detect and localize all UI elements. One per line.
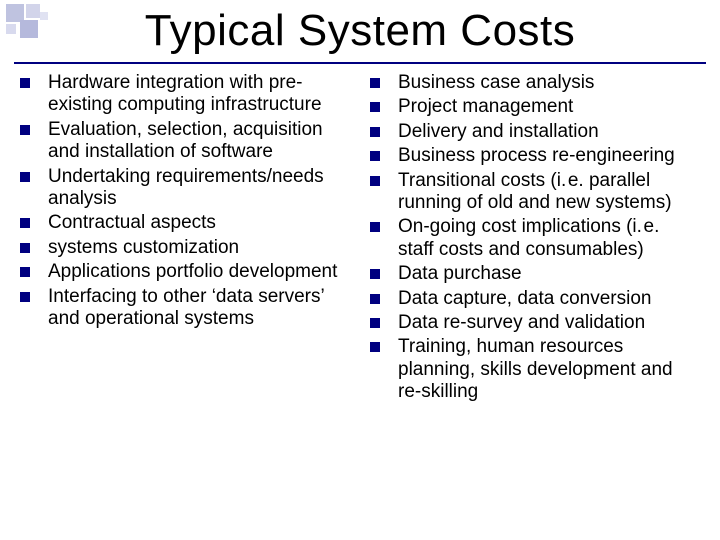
square-bullet-icon — [370, 269, 380, 279]
square-bullet-icon — [370, 127, 380, 137]
right-column: Business case analysisProject management… — [370, 72, 700, 406]
list-item: Training, human resources planning, skil… — [370, 336, 700, 403]
list-item: On-going cost implications (i. e. staff … — [370, 216, 700, 261]
list-item: Hardware integration with pre-existing c… — [20, 72, 350, 117]
square-bullet-icon — [370, 176, 380, 186]
list-item: Interfacing to other ‘data servers’ and … — [20, 286, 350, 331]
list-item-text: Data re-survey and validation — [398, 312, 700, 334]
list-item: Data purchase — [370, 263, 700, 285]
square-bullet-icon — [20, 292, 30, 302]
list-item: Project management — [370, 96, 700, 118]
list-item-text: Hardware integration with pre-existing c… — [48, 72, 350, 117]
list-item-text: Undertaking requirements/needs analysis — [48, 166, 350, 211]
list-item-text: Data capture, data conversion — [398, 288, 700, 310]
list-item: Evaluation, selection, acquisition and i… — [20, 119, 350, 164]
content-columns: Hardware integration with pre-existing c… — [20, 72, 700, 406]
slide: Typical System Costs Hardware integratio… — [0, 0, 720, 540]
list-item: Data re-survey and validation — [370, 312, 700, 334]
list-item: Contractual aspects — [20, 212, 350, 234]
list-item-text: systems customization — [48, 237, 350, 259]
square-bullet-icon — [20, 125, 30, 135]
slide-title: Typical System Costs — [0, 6, 720, 56]
list-item-text: Interfacing to other ‘data servers’ and … — [48, 286, 350, 331]
list-item-text: Evaluation, selection, acquisition and i… — [48, 119, 350, 164]
list-item-text: Delivery and installation — [398, 121, 700, 143]
list-item: Delivery and installation — [370, 121, 700, 143]
square-bullet-icon — [370, 318, 380, 328]
list-item: Business process re-engineering — [370, 145, 700, 167]
square-bullet-icon — [370, 102, 380, 112]
square-bullet-icon — [20, 218, 30, 228]
list-item-text: Business case analysis — [398, 72, 700, 94]
list-item-text: Training, human resources planning, skil… — [398, 336, 700, 403]
title-underline — [14, 62, 706, 64]
list-item: Data capture, data conversion — [370, 288, 700, 310]
square-bullet-icon — [370, 222, 380, 232]
list-item-text: On-going cost implications (i. e. staff … — [398, 216, 700, 261]
list-item-text: Contractual aspects — [48, 212, 350, 234]
list-item: Transitional costs (i. e. parallel runni… — [370, 170, 700, 215]
list-item-text: Project management — [398, 96, 700, 118]
list-item: Applications portfolio development — [20, 261, 350, 283]
square-bullet-icon — [20, 172, 30, 182]
square-bullet-icon — [370, 151, 380, 161]
square-bullet-icon — [370, 294, 380, 304]
square-bullet-icon — [370, 78, 380, 88]
list-item-text: Applications portfolio development — [48, 261, 350, 283]
list-item-text: Data purchase — [398, 263, 700, 285]
list-item: Business case analysis — [370, 72, 700, 94]
square-bullet-icon — [20, 243, 30, 253]
list-item-text: Transitional costs (i. e. parallel runni… — [398, 170, 700, 215]
list-item-text: Business process re-engineering — [398, 145, 700, 167]
left-column: Hardware integration with pre-existing c… — [20, 72, 350, 406]
square-bullet-icon — [20, 267, 30, 277]
square-bullet-icon — [370, 342, 380, 352]
list-item: systems customization — [20, 237, 350, 259]
list-item: Undertaking requirements/needs analysis — [20, 166, 350, 211]
square-bullet-icon — [20, 78, 30, 88]
